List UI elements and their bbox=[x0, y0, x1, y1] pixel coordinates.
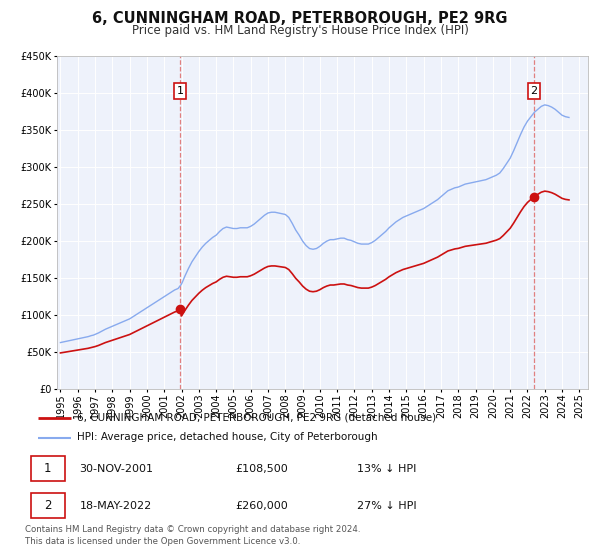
Text: 6, CUNNINGHAM ROAD, PETERBOROUGH, PE2 9RG (detached house): 6, CUNNINGHAM ROAD, PETERBOROUGH, PE2 9R… bbox=[77, 413, 436, 423]
Text: Price paid vs. HM Land Registry's House Price Index (HPI): Price paid vs. HM Land Registry's House … bbox=[131, 24, 469, 36]
Text: £108,500: £108,500 bbox=[235, 464, 287, 474]
Text: 27% ↓ HPI: 27% ↓ HPI bbox=[357, 501, 416, 511]
FancyBboxPatch shape bbox=[31, 456, 65, 481]
Text: 6, CUNNINGHAM ROAD, PETERBOROUGH, PE2 9RG: 6, CUNNINGHAM ROAD, PETERBOROUGH, PE2 9R… bbox=[92, 11, 508, 26]
FancyBboxPatch shape bbox=[31, 493, 65, 518]
Text: £260,000: £260,000 bbox=[235, 501, 287, 511]
Text: 1: 1 bbox=[44, 462, 52, 475]
Text: 30-NOV-2001: 30-NOV-2001 bbox=[79, 464, 154, 474]
Text: HPI: Average price, detached house, City of Peterborough: HPI: Average price, detached house, City… bbox=[77, 432, 377, 442]
Text: 13% ↓ HPI: 13% ↓ HPI bbox=[357, 464, 416, 474]
Text: 2: 2 bbox=[530, 86, 538, 96]
Text: 2: 2 bbox=[44, 499, 52, 512]
Text: Contains HM Land Registry data © Crown copyright and database right 2024.
This d: Contains HM Land Registry data © Crown c… bbox=[25, 525, 361, 545]
Text: 18-MAY-2022: 18-MAY-2022 bbox=[79, 501, 152, 511]
Text: 1: 1 bbox=[176, 86, 184, 96]
